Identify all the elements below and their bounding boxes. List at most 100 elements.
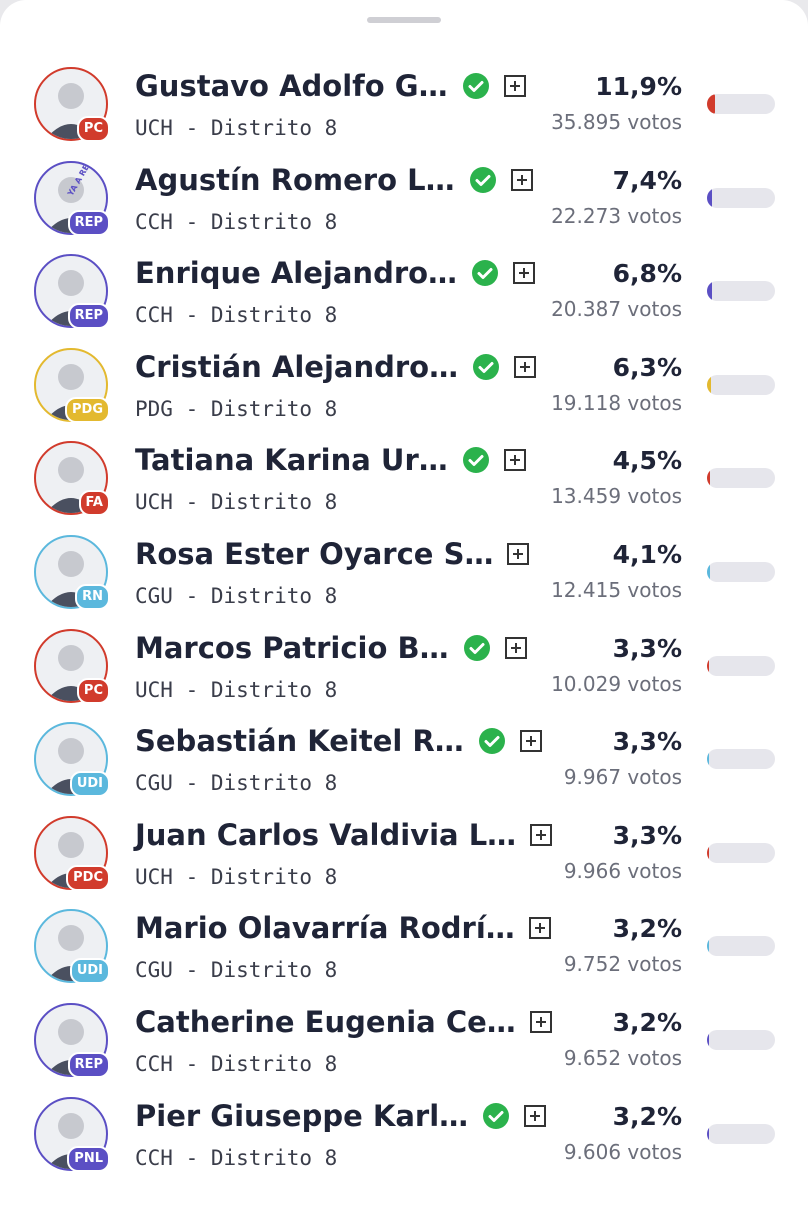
percent-bar <box>707 842 710 863</box>
percent-bar-track <box>707 1030 775 1050</box>
candidate-row[interactable]: PC Marcos Patricio B… UCH - Distrito 8 3,3%… <box>0 622 808 715</box>
percent-bar-track <box>707 562 775 582</box>
vote-count: 35.895 votos <box>551 110 682 134</box>
name-line: Catherine Eugenia Ce… <box>135 1005 552 1039</box>
candidate-district: CGU - Distrito 8 <box>135 771 338 796</box>
elected-check <box>483 1102 510 1129</box>
percent-bar <box>707 1030 710 1050</box>
vote-percent: 6,8% <box>612 259 682 289</box>
vote-count: 9.752 votos <box>563 952 682 977</box>
candidate-district: CCH - Distrito 8 <box>135 1145 338 1170</box>
candidate-name: Pier Giuseppe Karl… <box>135 1098 469 1133</box>
candidate-name: Marcos Patricio B… <box>135 630 449 665</box>
vote-percent: 6,3% <box>612 352 682 382</box>
expand-button[interactable] <box>524 1104 547 1127</box>
name-line: Mario Olavarría Rodrí… <box>135 911 551 945</box>
candidate-row[interactable]: REP Enrique Alejandro… CCH - Distrito 8 6,8… <box>0 247 808 340</box>
percent-bar-track <box>707 749 775 770</box>
elected-check <box>462 447 489 474</box>
vote-count: 19.118 votos <box>551 390 682 415</box>
party-badge: PC <box>76 116 110 142</box>
candidate-row[interactable]: RN Rosa Ester Oyarce S… CGU - Distrito 8 4,… <box>0 528 808 621</box>
candidate-name: Catherine Eugenia Ce… <box>135 1005 516 1039</box>
expand-button[interactable] <box>503 75 526 97</box>
candidate-district: PDG - Distrito 8 <box>135 396 338 421</box>
party-badge: REP <box>67 1052 110 1078</box>
party-badge: PDC <box>66 864 110 891</box>
candidate-row[interactable]: YA A RELECCI REP Agustín Romero L… CCH - Di… <box>0 154 808 247</box>
elected-check <box>472 260 499 287</box>
vote-percent: 3,3% <box>612 727 682 757</box>
candidate-row[interactable]: PC Gustavo Adolfo G… UCH - Distrito 8 11,9%… <box>0 60 808 153</box>
expand-button[interactable] <box>528 917 551 940</box>
candidate-district: UCH - Distrito 8 <box>135 116 338 140</box>
vote-percent: 3,2% <box>612 1101 682 1131</box>
expand-button[interactable] <box>507 543 530 565</box>
candidate-name: Tatiana Karina Ur… <box>135 443 448 478</box>
candidate-photo <box>34 628 108 703</box>
candidate-district: CCH - Distrito 8 <box>135 209 338 234</box>
candidate-row[interactable]: PNL Pier Giuseppe Karl… CCH - Distrito 8 3,… <box>0 1090 808 1183</box>
name-line: Sebastián Keitel R… <box>135 724 542 758</box>
vote-count: 9.652 votos <box>563 1046 682 1070</box>
candidate-row[interactable]: UDI Sebastián Keitel R… CGU - Distrito 8 3,… <box>0 715 808 808</box>
percent-bar-track <box>707 281 775 302</box>
elected-check <box>478 728 505 755</box>
expand-button[interactable] <box>519 730 542 753</box>
vote-percent: 3,3% <box>612 633 682 663</box>
candidate-name: Rosa Ester Oyarce S… <box>135 537 494 571</box>
percent-bar-track <box>707 655 775 676</box>
expand-button[interactable] <box>530 823 553 846</box>
candidate-district: CCH - Distrito 8 <box>135 303 338 328</box>
candidate-row[interactable]: UDI Mario Olavarría Rodrí… CGU - Distrito … <box>0 902 808 995</box>
drag-handle[interactable] <box>367 17 441 23</box>
percent-bar <box>707 749 710 770</box>
percent-bar <box>707 281 712 302</box>
candidate-name: Mario Olavarría Rodrí… <box>135 911 515 946</box>
elected-check <box>462 73 489 99</box>
expand-button[interactable] <box>513 262 536 285</box>
vote-count: 9.966 votos <box>563 858 682 883</box>
candidate-district: CGU - Distrito 8 <box>135 584 338 608</box>
candidate-name: Juan Carlos Valdivia L… <box>135 817 517 852</box>
percent-bar <box>707 94 716 114</box>
vote-count: 9.967 votos <box>563 765 682 790</box>
name-line: Cristián Alejandro… <box>135 350 537 384</box>
expand-button[interactable] <box>510 168 533 191</box>
name-line: Marcos Patricio B… <box>135 631 527 665</box>
party-badge: RN <box>75 584 110 610</box>
candidate-row[interactable]: REP Catherine Eugenia Ce… CCH - Distrito 8… <box>0 996 808 1089</box>
candidate-photo <box>34 67 108 141</box>
candidate-district: CGU - Distrito 8 <box>135 958 338 983</box>
elected-check <box>469 166 496 193</box>
party-badge: FA <box>78 490 110 517</box>
vote-count: 9.606 votos <box>563 1139 682 1164</box>
percent-bar-track <box>707 1123 775 1144</box>
expand-button[interactable] <box>504 636 527 659</box>
expand-button[interactable] <box>503 449 526 472</box>
candidate-name: Enrique Alejandro… <box>135 256 458 291</box>
expand-button[interactable] <box>514 355 537 378</box>
candidate-name: Sebastián Keitel R… <box>135 724 464 759</box>
party-badge: PDG <box>65 396 110 423</box>
elected-check <box>463 634 490 661</box>
percent-bar-track <box>707 94 775 114</box>
vote-percent: 3,2% <box>612 914 682 944</box>
candidate-row[interactable]: PDG Cristián Alejandro… PDG - Distrito 8 6,… <box>0 341 808 434</box>
name-line: Gustavo Adolfo G… <box>135 69 526 103</box>
percent-bar-track <box>707 468 775 489</box>
party-badge: UDI <box>69 771 110 798</box>
percent-bar-track <box>707 936 775 957</box>
candidate-row[interactable]: PDC Juan Carlos Valdivia L… UCH - Distrito… <box>0 809 808 902</box>
candidate-district: UCH - Distrito 8 <box>135 864 338 889</box>
candidate-row[interactable]: FA Tatiana Karina Ur… UCH - Distrito 8 4,5%… <box>0 434 808 527</box>
percent-bar <box>707 374 712 395</box>
name-line: Agustín Romero L… <box>135 163 533 197</box>
expand-button[interactable] <box>529 1011 552 1033</box>
candidate-name: Agustín Romero L… <box>135 162 455 197</box>
percent-bar <box>707 936 710 957</box>
percent-bar <box>707 468 711 489</box>
vote-percent: 4,1% <box>612 540 682 569</box>
